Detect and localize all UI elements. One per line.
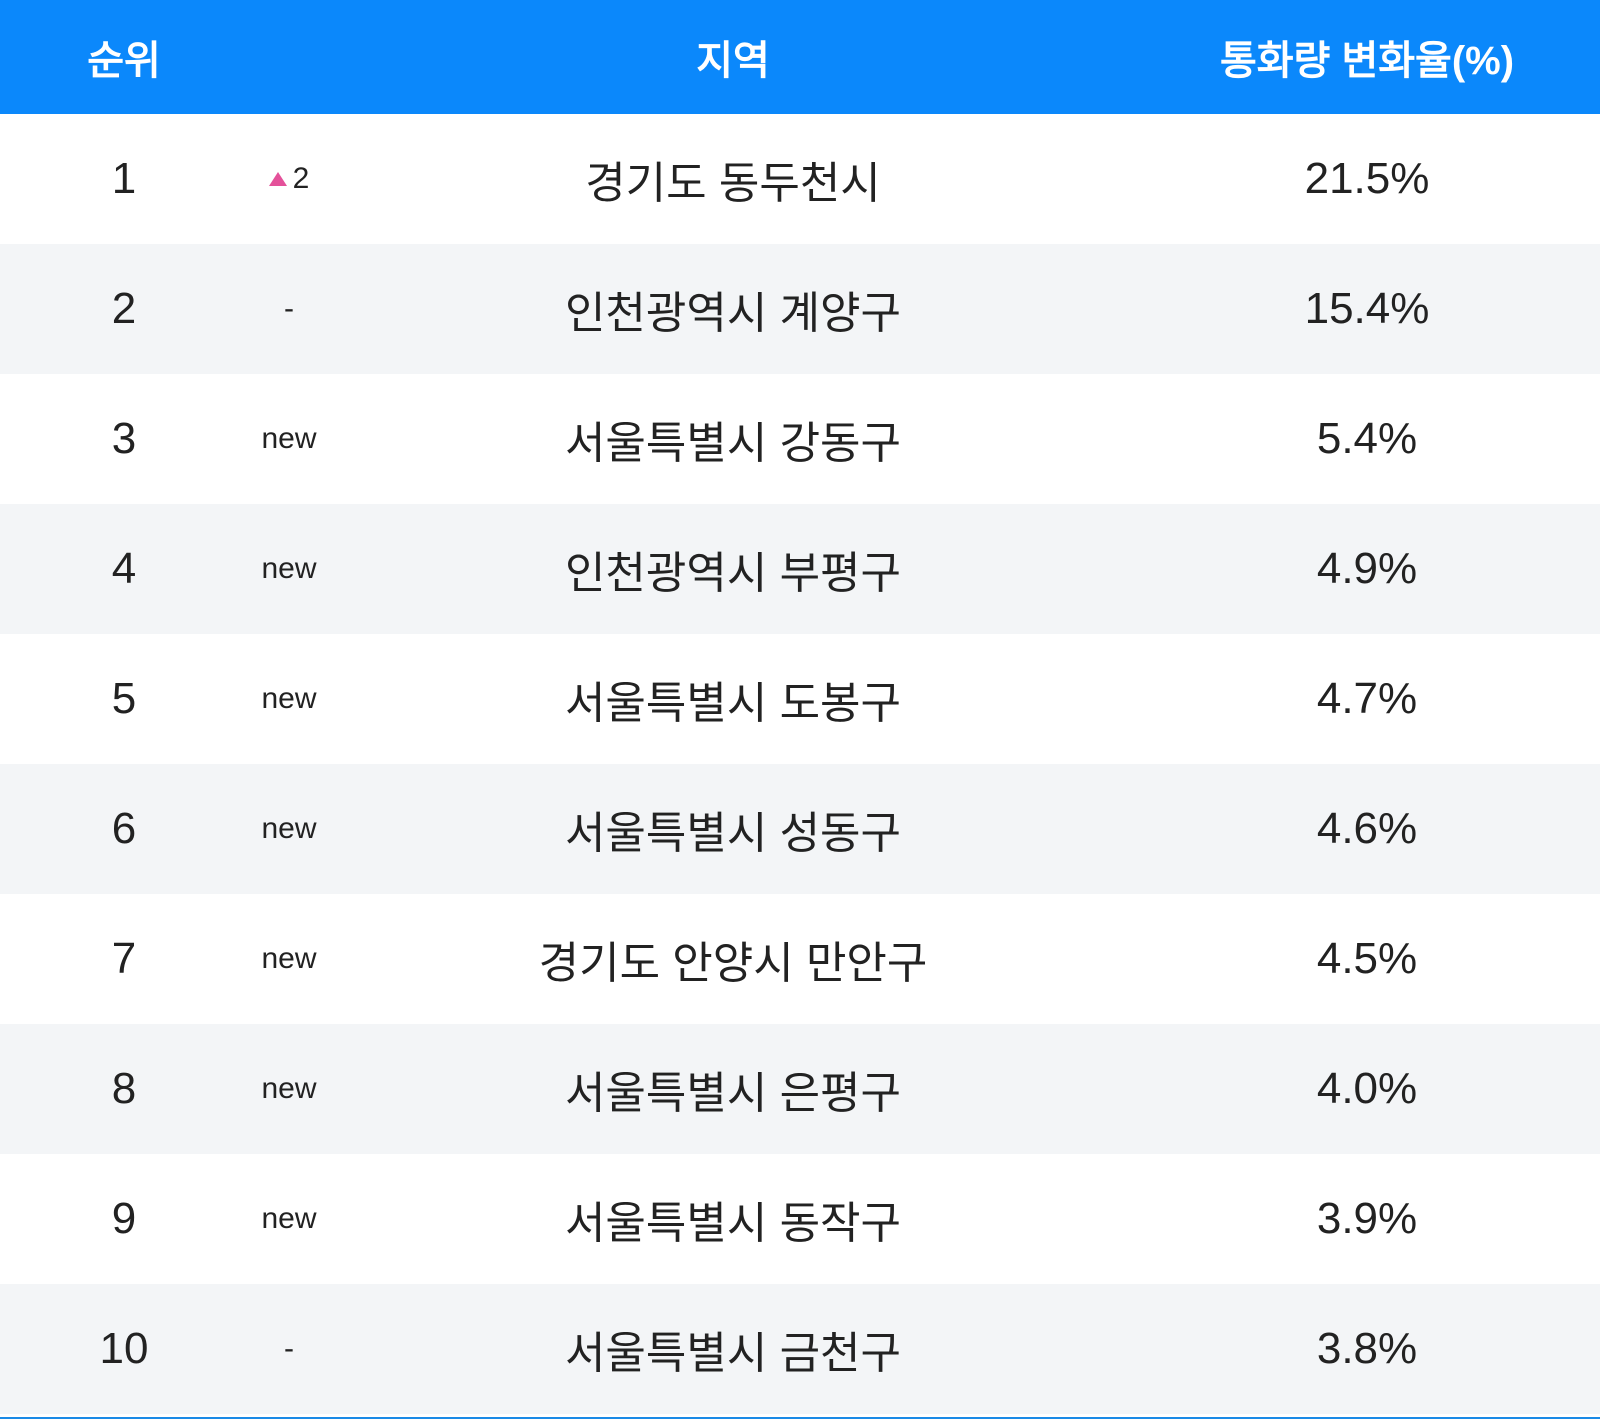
table-row: 3 new 서울특별시 강동구 5.4% — [0, 374, 1600, 504]
rank-change: new — [261, 552, 317, 585]
change-rate: 4.9% — [1316, 544, 1418, 593]
region: 인천광역시 계양구 — [564, 289, 902, 338]
region: 경기도 동두천시 — [585, 159, 881, 208]
change-rate: 4.5% — [1316, 934, 1418, 983]
rank: 3 — [111, 414, 137, 463]
rank-change: - — [284, 1332, 294, 1365]
rank-change: new — [261, 682, 317, 715]
change-rate: 3.9% — [1316, 1194, 1418, 1243]
table-header: 순위 지역 통화량 변화율(%) — [0, 0, 1600, 114]
rank-change-value: 2 — [292, 162, 310, 195]
table-row: 7 new 경기도 안양시 만안구 4.5% — [0, 894, 1600, 1024]
header-cell: 통화량 변화율(%) — [1219, 39, 1515, 83]
table-row: 9 new 서울특별시 동작구 3.9% — [0, 1154, 1600, 1284]
table-row: 1 2 경기도 동두천시 21.5% — [0, 114, 1600, 244]
rank: 8 — [111, 1064, 137, 1113]
change-rate: 3.8% — [1316, 1324, 1418, 1373]
header-cell: 지역 — [696, 39, 770, 83]
header-cell: 순위 — [87, 39, 161, 83]
region: 서울특별시 도봉구 — [564, 679, 902, 728]
rank-change: new — [261, 422, 317, 455]
region: 서울특별시 금천구 — [564, 1329, 902, 1378]
rank-change: 2 — [209, 114, 369, 244]
region: 서울특별시 동작구 — [564, 1199, 902, 1248]
change-rate: 5.4% — [1316, 414, 1418, 463]
region: 경기도 안양시 만안구 — [538, 939, 928, 988]
change-rate: 21.5% — [1304, 154, 1430, 203]
rank: 2 — [111, 284, 137, 333]
table-row: 4 new 인천광역시 부평구 4.9% — [0, 504, 1600, 634]
rank: 5 — [111, 674, 137, 723]
region: 서울특별시 은평구 — [564, 1069, 902, 1118]
rank: 1 — [111, 154, 137, 203]
rank: 10 — [99, 1324, 149, 1373]
region: 서울특별시 강동구 — [564, 419, 902, 468]
rank-change: new — [261, 1202, 317, 1235]
up-arrow — [268, 172, 287, 186]
rank-change: - — [284, 292, 294, 325]
table-row: 5 new 서울특별시 도봉구 4.7% — [0, 634, 1600, 764]
rank-change: new — [261, 812, 317, 845]
region: 인천광역시 부평구 — [564, 549, 902, 598]
rank: 7 — [111, 934, 137, 983]
change-rate: 4.7% — [1316, 674, 1418, 723]
rank-change: new — [261, 942, 317, 975]
table-row: 6 new 서울특별시 성동구 4.6% — [0, 764, 1600, 894]
change-rate: 4.0% — [1316, 1064, 1418, 1113]
table-row: 8 new 서울특별시 은평구 4.0% — [0, 1024, 1600, 1154]
rank: 4 — [111, 544, 137, 593]
table-row: 10 - 서울특별시 금천구 3.8% — [0, 1284, 1600, 1414]
rank: 9 — [111, 1194, 137, 1243]
region: 서울특별시 성동구 — [564, 809, 902, 858]
change-rate: 15.4% — [1304, 284, 1430, 333]
table-row: 2 - 인천광역시 계양구 15.4% — [0, 244, 1600, 374]
rank: 6 — [111, 804, 137, 853]
rank-change: new — [261, 1072, 317, 1105]
change-rate: 4.6% — [1316, 804, 1418, 853]
